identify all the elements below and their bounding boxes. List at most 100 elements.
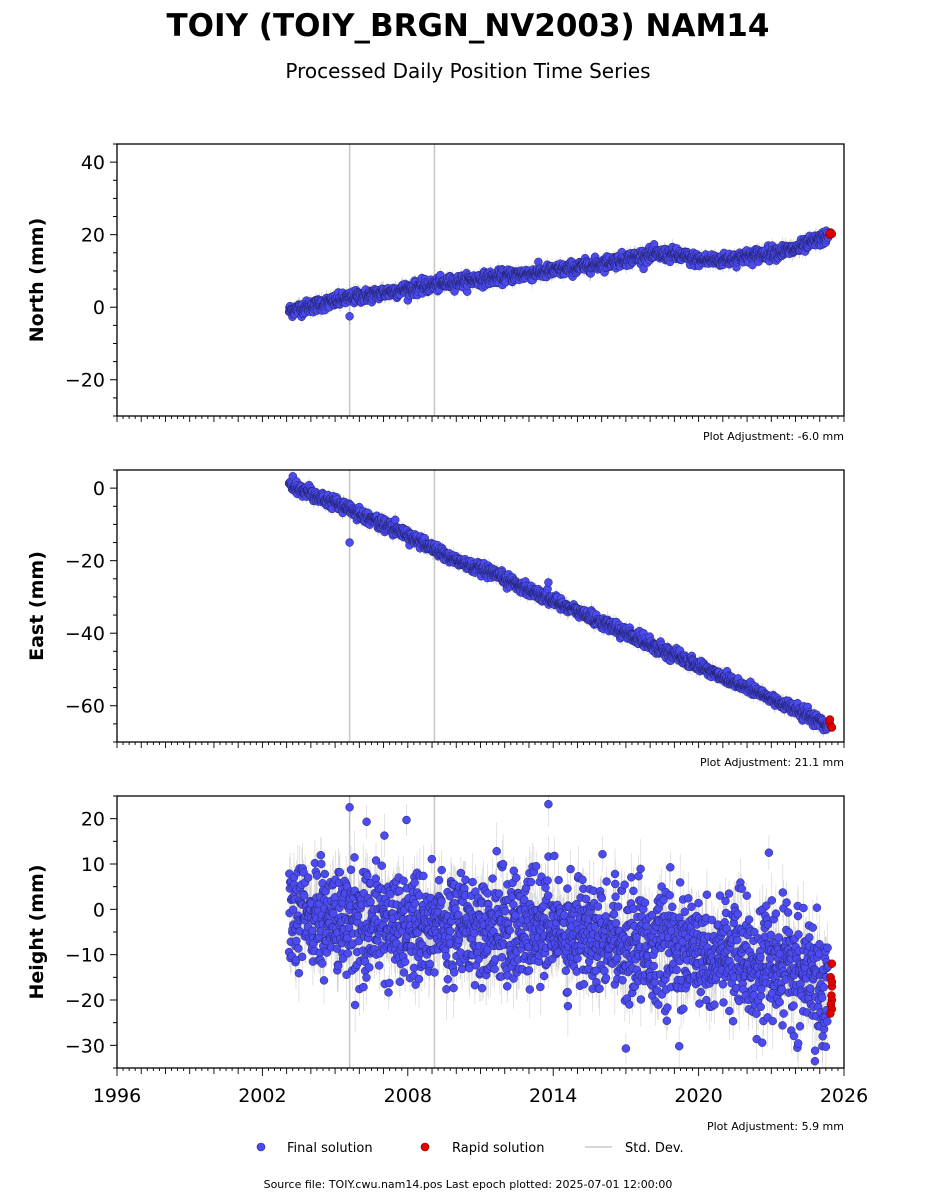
rapid-point: [825, 715, 835, 724]
final-point: [636, 995, 646, 1004]
final-point: [449, 983, 458, 993]
final-point: [419, 871, 428, 881]
final-point: [696, 987, 706, 997]
final-point: [684, 894, 693, 903]
final-point: [662, 1016, 672, 1026]
final-point: [343, 949, 353, 958]
final-point: [666, 863, 675, 872]
final-point: [707, 915, 717, 925]
final-point: [610, 869, 620, 879]
final-point: [597, 893, 606, 903]
final-point: [618, 976, 627, 985]
final-point: [563, 987, 572, 997]
final-point: [602, 877, 611, 886]
final-point: [566, 864, 575, 874]
final-point: [718, 980, 728, 989]
final-points-north: [284, 226, 833, 322]
final-point: [636, 864, 645, 874]
final-point: [563, 884, 572, 893]
final-point: [509, 900, 518, 909]
final-point: [430, 968, 439, 977]
final-point: [400, 957, 410, 967]
final-point: [702, 890, 712, 899]
rapid-point: [825, 228, 835, 238]
final-point: [437, 897, 446, 906]
final-point: [468, 877, 477, 887]
final-point: [410, 878, 419, 887]
final-point: [573, 954, 582, 963]
final-point: [350, 853, 359, 862]
final-point: [470, 928, 479, 938]
final-point: [414, 974, 424, 984]
final-point: [563, 1001, 573, 1011]
final-point: [679, 1004, 688, 1014]
final-point: [578, 875, 587, 885]
final-point: [359, 982, 368, 992]
final-point: [320, 869, 330, 879]
final-point: [380, 831, 389, 840]
final-point: [579, 979, 589, 989]
final-point: [456, 868, 466, 878]
final-point: [297, 952, 307, 962]
y-tick-label: −60: [65, 696, 105, 718]
final-point: [316, 850, 326, 860]
final-point: [550, 851, 559, 861]
final-point: [525, 985, 535, 994]
final-point: [634, 871, 643, 881]
final-point: [385, 978, 394, 988]
final-point: [399, 968, 409, 977]
final-point: [625, 1000, 634, 1009]
final-point: [620, 880, 629, 889]
final-point: [632, 933, 641, 942]
final-point: [317, 959, 327, 968]
final-point: [317, 859, 326, 869]
final-point: [413, 928, 422, 937]
final-point: [292, 936, 301, 946]
final-point: [498, 859, 508, 869]
final-point: [627, 873, 636, 882]
final-point: [561, 966, 571, 976]
final-point: [312, 871, 322, 880]
final-point: [680, 907, 690, 917]
final-point: [654, 1000, 663, 1009]
final-point: [695, 999, 704, 1008]
final-point: [543, 891, 553, 900]
final-point: [659, 895, 668, 905]
final-point: [374, 961, 384, 970]
final-point: [395, 977, 405, 987]
final-point: [441, 952, 451, 961]
y-tick-label: 0: [93, 478, 105, 500]
final-point: [402, 815, 411, 825]
final-point: [319, 976, 329, 985]
final-point: [710, 1000, 719, 1009]
final-point: [443, 975, 453, 984]
final-point: [294, 968, 304, 978]
final-point: [490, 964, 499, 974]
final-point: [461, 875, 470, 885]
final-point: [427, 854, 437, 864]
final-point: [601, 973, 611, 983]
y-tick-label: 40: [81, 152, 105, 174]
final-point: [544, 578, 553, 587]
final-point: [524, 966, 534, 975]
y-tick-label: 20: [81, 225, 105, 247]
final-point: [333, 961, 343, 971]
final-point: [488, 874, 497, 883]
final-point: [445, 926, 455, 936]
y-tick-label: 0: [93, 297, 105, 319]
final-point: [345, 312, 354, 321]
final-point: [329, 909, 338, 918]
final-point: [299, 891, 309, 900]
final-point: [531, 861, 541, 871]
final-point: [649, 961, 658, 971]
final-point: [384, 988, 393, 997]
final-point: [536, 982, 545, 992]
final-point: [541, 883, 550, 892]
final-point: [505, 925, 515, 935]
final-point: [687, 902, 696, 912]
final-point: [494, 889, 504, 898]
final-point: [702, 995, 711, 1005]
